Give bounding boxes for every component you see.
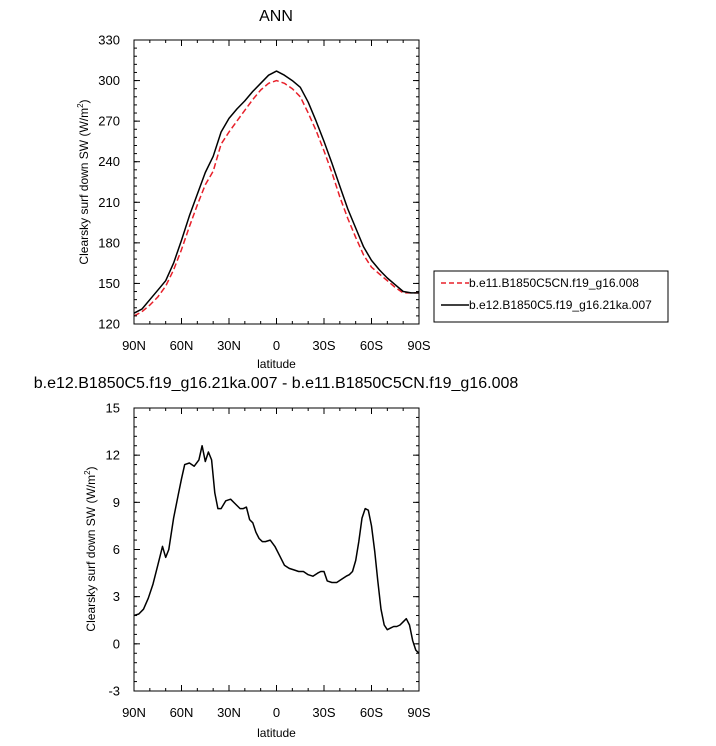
x-tick-label: 30S [312,338,335,353]
y-tick-label: 12 [106,448,120,463]
y-tick-label: 120 [98,317,120,332]
y-axis-label-sup: 2 [83,470,92,475]
chart-title: b.e12.B1850C5.f19_g16.21ka.007 - b.e11.B… [34,375,519,392]
x-tick-label: 60N [170,705,194,720]
y-axis-label: Clearsky surf down SW (W/m2) [76,99,91,264]
y-axis-label-tail: ) [84,466,98,470]
x-axis-label: latitude [257,726,296,740]
series-line-1 [133,70,419,314]
y-tick-label: -3 [108,684,120,699]
x-tick-label: 90N [122,705,146,720]
y-tick-label: 6 [113,542,120,557]
axis-ticks: 120 150 180 210 240 270 300 330 90N 60N 30N 0 30S 60S… [98,33,431,354]
y-tick-label: 270 [98,114,120,129]
series-line-0 [133,444,420,654]
plot-frame [133,39,420,325]
chart-title: ANN [259,8,293,25]
y-tick-label: 150 [98,276,120,291]
x-tick-label: 30N [217,338,241,353]
x-tick-label: 90S [407,338,430,353]
y-axis-label-text: Clearsky surf down SW (W/m [77,108,91,265]
y-tick-label: 15 [106,401,120,416]
series-lines [133,444,420,654]
legend-box [433,270,669,323]
y-tick-label: 210 [98,195,120,210]
x-tick-label: 90N [122,338,146,353]
y-tick-label: 180 [98,235,120,250]
y-tick-label: 330 [98,33,120,48]
y-tick-label: 240 [98,154,120,169]
y-tick-label: 300 [98,73,120,88]
y-tick-label: 3 [113,589,120,604]
x-tick-label: 60S [360,705,383,720]
y-tick-label: 9 [113,495,120,510]
legend-label-e12: b.e12.B1850C5.f19_g16.21ka.007 [469,298,652,312]
y-axis-label-text: Clearsky surf down SW (W/m [84,475,98,632]
x-axis-label: latitude [257,357,296,371]
x-tick-label: 60N [170,338,194,353]
y-tick-label: 0 [113,636,120,651]
chart-difference: b.e12.B1850C5.f19_g16.21ka.007 - b.e11.B… [34,375,519,740]
chart-annual-clearsky-sw: ANN 120 150 180 210 240 270 300 330 90N 60N 30N 0 30… [76,8,669,371]
legend-label-e11: b.e11.B1850C5CN.f19_g16.008 [469,276,639,290]
series-line-0 [133,79,419,317]
x-tick-label: 0 [273,338,280,353]
axis-ticks: -3 0 3 6 9 12 15 90N 60N 30N 0 30S 60S 90S [106,401,431,721]
y-axis-label-tail: ) [77,99,91,103]
x-tick-label: 30S [312,705,335,720]
x-tick-label: 0 [273,705,280,720]
x-tick-label: 90S [407,705,430,720]
x-tick-label: 30N [217,705,241,720]
x-tick-label: 60S [360,338,383,353]
y-axis-label: Clearsky surf down SW (W/m2) [83,466,98,631]
series-lines [133,70,419,317]
y-axis-label-sup: 2 [76,103,85,108]
legend: b.e11.B1850C5CN.f19_g16.008 b.e12.B1850C… [433,270,669,323]
